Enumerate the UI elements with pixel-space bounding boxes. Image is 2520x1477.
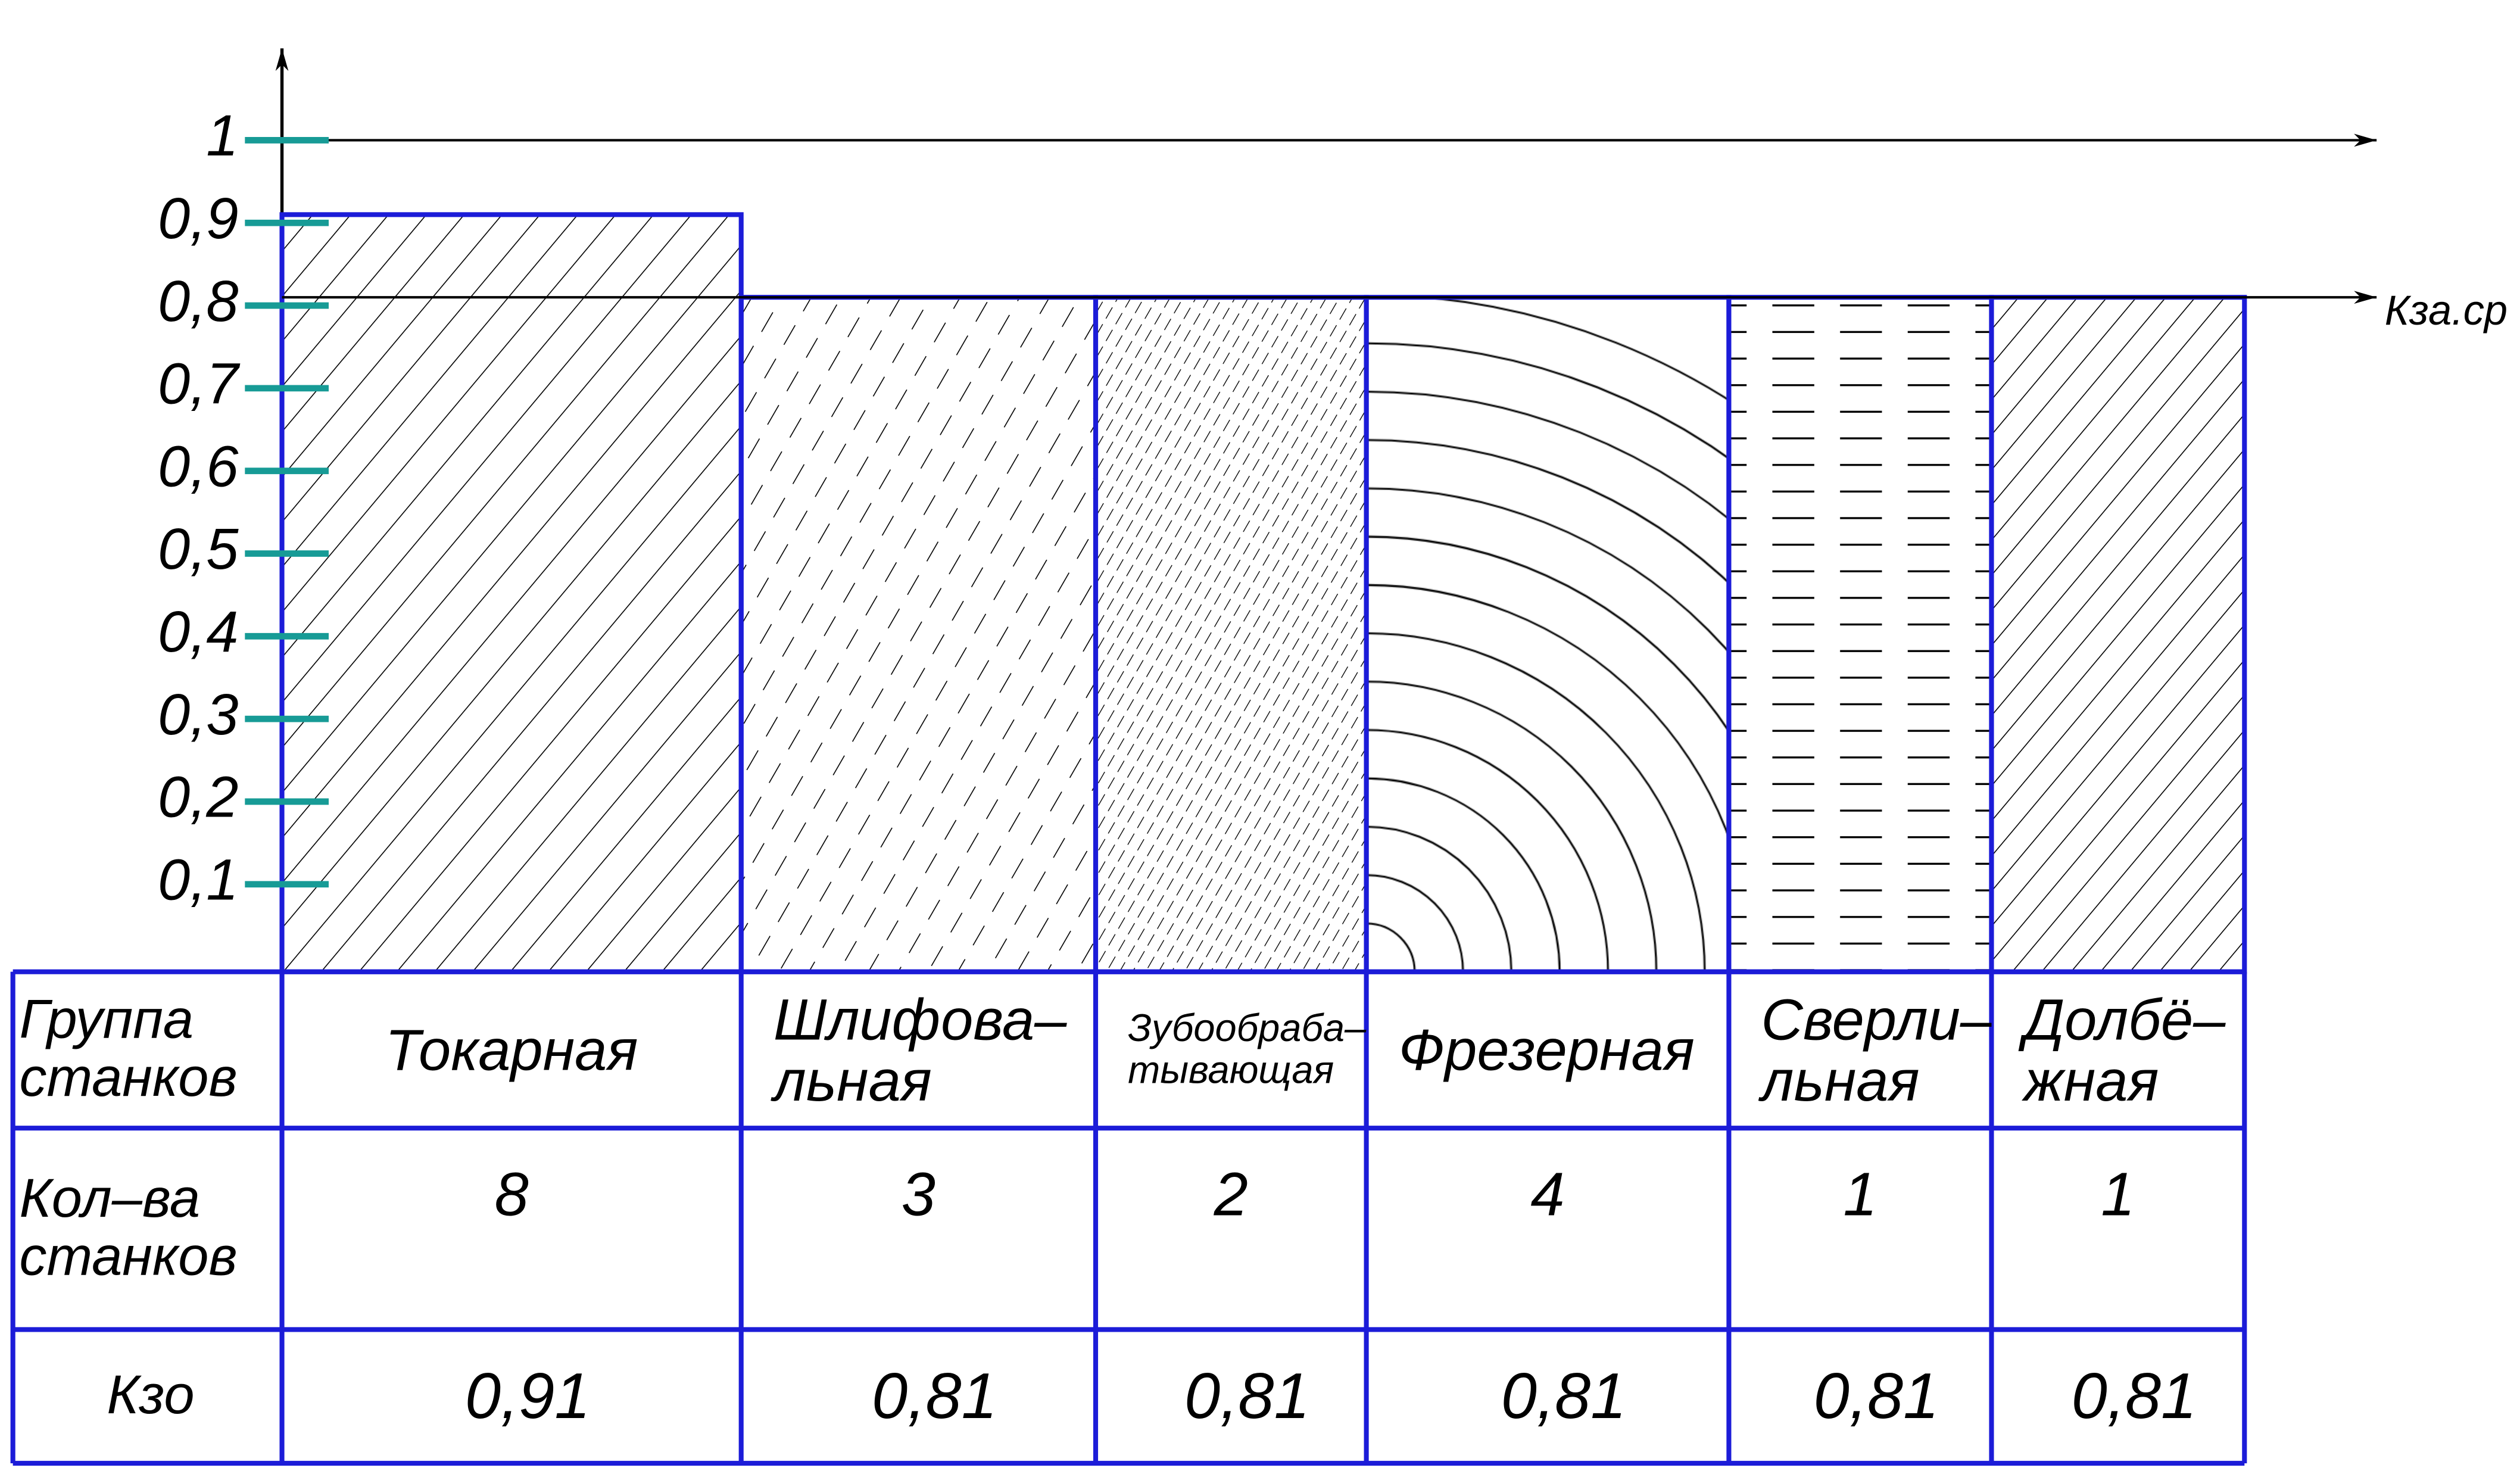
row-label: Кол–ва станков (19, 1168, 238, 1287)
y-tick-label: 0,1 (158, 847, 238, 912)
value-label-box: 0,81 (2071, 1361, 2197, 1432)
category-label: Зубообраба– тывающая (1128, 1008, 1367, 1092)
category-label: Фрезерная (1398, 1016, 1695, 1083)
category-label-box: Долбё– жная (2023, 986, 2226, 1113)
row-label: Кзо (107, 1364, 195, 1426)
y-tick-label: 0,5 (158, 516, 239, 581)
value-label: 0,91 (464, 1361, 591, 1432)
category-label-box: Шлифова– льная (773, 986, 1067, 1113)
row-label: Группа станков (19, 989, 238, 1108)
category-label-box: Сверли– льная (1761, 986, 1992, 1113)
reference-label: Кза.ср (2385, 286, 2507, 334)
count-label-box: 2 (1214, 1161, 1248, 1229)
bar (1989, 295, 2247, 974)
value-label: 0,81 (1184, 1361, 1310, 1432)
category-label: Сверли– льная (1761, 986, 1992, 1113)
category-label-box: Токарная (385, 1016, 638, 1083)
value-label-box: 0,81 (1501, 1361, 1627, 1432)
category-label: Шлифова– льная (773, 986, 1067, 1113)
value-label-box: 0,81 (1813, 1361, 1939, 1432)
y-tick-label: 0,3 (158, 682, 238, 747)
bar (1726, 295, 1994, 974)
row-label-box: Кзо (107, 1364, 195, 1426)
value-label-box: 0,81 (1184, 1361, 1310, 1432)
bar (1364, 295, 1732, 974)
category-label-box: Зубообраба– тывающая (1128, 1008, 1367, 1092)
value-label: 0,81 (872, 1361, 997, 1432)
count-label: 8 (494, 1161, 529, 1229)
count-label-box: 1 (1843, 1161, 1877, 1229)
count-label-box: 1 (2101, 1161, 2135, 1229)
count-label-box: 4 (1530, 1161, 1565, 1229)
value-label-box: 0,81 (872, 1361, 997, 1432)
y-tick-label: 0,2 (158, 765, 238, 830)
value-label: 0,81 (1813, 1361, 1939, 1432)
category-label: Токарная (385, 1016, 638, 1083)
y-tick-label: 0,8 (158, 269, 238, 334)
row-label-box: Кол–ва станков (19, 1168, 238, 1287)
value-label: 0,81 (1501, 1361, 1627, 1432)
value-label: 0,81 (2071, 1361, 2197, 1432)
count-label: 2 (1214, 1161, 1248, 1229)
value-label-box: 0,91 (464, 1361, 591, 1432)
count-label: 1 (1843, 1161, 1877, 1229)
y-tick-label: 1 (206, 103, 238, 168)
bar (1093, 295, 1369, 974)
count-label-box: 3 (901, 1161, 935, 1229)
y-tick-label: 0,4 (158, 599, 238, 664)
count-label-box: 8 (494, 1161, 529, 1229)
category-label-box: Фрезерная (1398, 1016, 1695, 1083)
count-label: 4 (1530, 1161, 1565, 1229)
category-label: Долбё– жная (2023, 986, 2226, 1113)
y-tick-label: 0,6 (158, 434, 239, 498)
bar (738, 295, 1099, 974)
y-tick-label: 0,9 (158, 186, 238, 251)
row-label-box: Группа станков (19, 989, 238, 1108)
bar (279, 212, 744, 974)
count-label: 3 (901, 1161, 935, 1229)
count-label: 1 (2101, 1161, 2135, 1229)
y-tick-label: 0,7 (158, 351, 241, 416)
